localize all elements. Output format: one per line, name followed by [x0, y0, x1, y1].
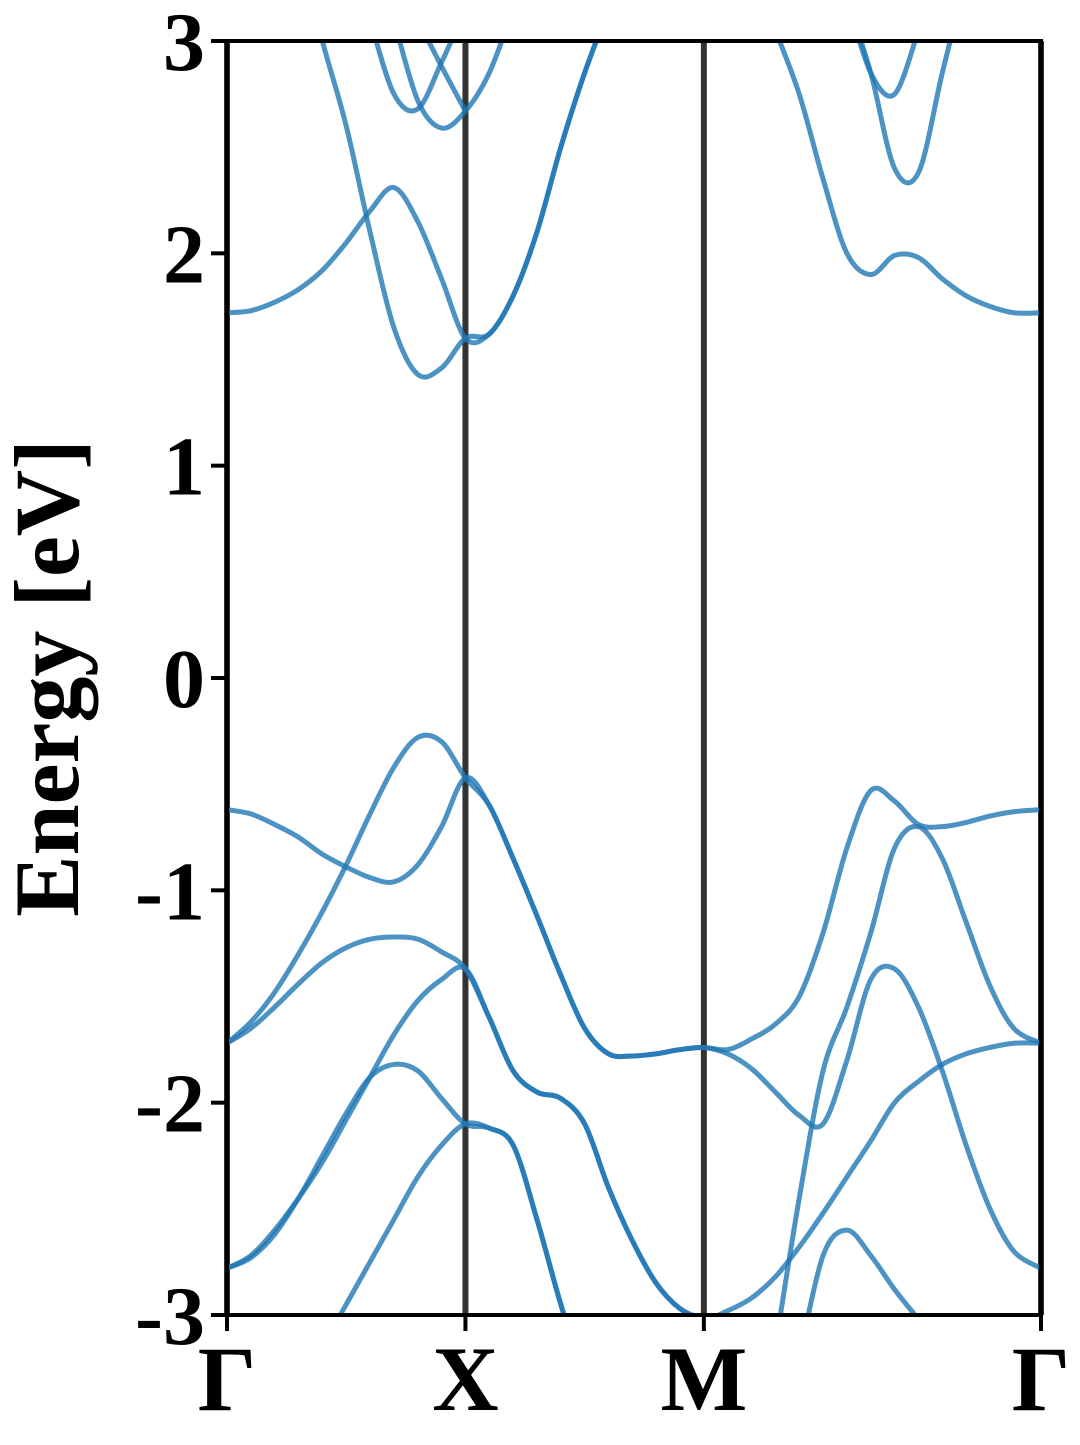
y-tick-label: 0: [163, 633, 205, 726]
plot-frame: [225, 39, 1043, 1317]
band-line: [425, 41, 468, 113]
ticks-layer: -3 -2 -1 0 1 2 3 Γ X M Γ: [135, 0, 1070, 1430]
y-axis-label: Energy [eV]: [0, 439, 98, 917]
y-tick-label: -2: [135, 1058, 205, 1151]
grid-layer: [224, 41, 1044, 1315]
x-tick-label: M: [660, 1328, 747, 1430]
y-tick-label: 1: [163, 421, 205, 514]
y-tick-label: -3: [135, 1270, 205, 1363]
bands-layer: [227, 41, 1041, 1315]
x-tick-label: X: [432, 1328, 498, 1430]
band-line: [227, 823, 1041, 1315]
y-tick-label: -1: [135, 845, 205, 938]
band-line: [397, 41, 505, 131]
band-line: [373, 41, 918, 114]
band-line: [227, 934, 1041, 1315]
x-tick-label: Γ: [198, 1328, 257, 1430]
band-line: [227, 732, 1041, 1271]
y-tick-label: 2: [163, 208, 205, 301]
x-tick-label: Γ: [1012, 1328, 1071, 1430]
band-line: [227, 774, 1041, 1060]
band-line: [337, 1120, 567, 1315]
y-tick-label: 3: [163, 0, 205, 89]
